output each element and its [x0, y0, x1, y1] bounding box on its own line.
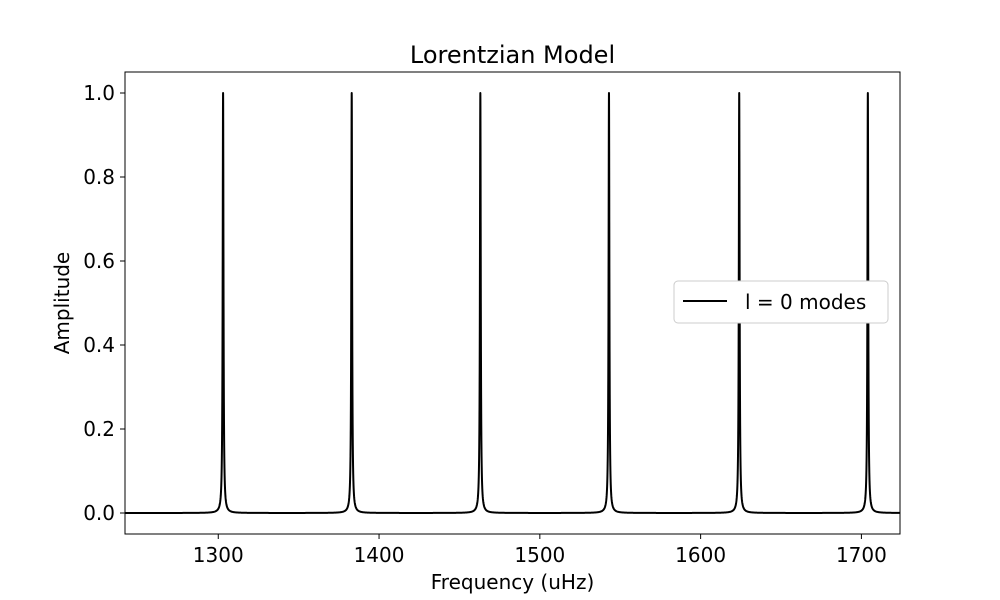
- axes-frame: [124, 71, 901, 535]
- x-tick-label: 1700: [836, 543, 887, 567]
- x-tick-label: 1400: [354, 543, 405, 567]
- y-axis-ticks: 0.0 0.2 0.4 0.6 0.8 1.0: [83, 81, 125, 525]
- legend-entry-l0-modes: l = 0 modes: [745, 290, 866, 314]
- legend: l = 0 modes: [673, 280, 889, 324]
- y-axis-label: Amplitude: [50, 252, 74, 355]
- x-tick-label: 1500: [514, 543, 565, 567]
- y-tick-label: 1.0: [83, 81, 115, 105]
- series-layer: [125, 91, 900, 514]
- y-tick-label: 0.2: [83, 417, 115, 441]
- legend-frame: [673, 280, 889, 324]
- y-tick-label: 0.6: [83, 249, 115, 273]
- x-axis-ticks: 1300 1400 1500 1600 1700: [193, 534, 887, 567]
- y-tick-label: 0.4: [83, 333, 115, 357]
- series-line-l0-modes: [125, 91, 900, 514]
- x-tick-label: 1300: [193, 543, 244, 567]
- chart-title: Lorentzian Model: [410, 41, 615, 69]
- y-tick-label: 0.0: [83, 501, 115, 525]
- y-tick-label: 0.8: [83, 165, 115, 189]
- x-tick-label: 1600: [675, 543, 726, 567]
- x-axis-label: Frequency (uHz): [431, 570, 595, 594]
